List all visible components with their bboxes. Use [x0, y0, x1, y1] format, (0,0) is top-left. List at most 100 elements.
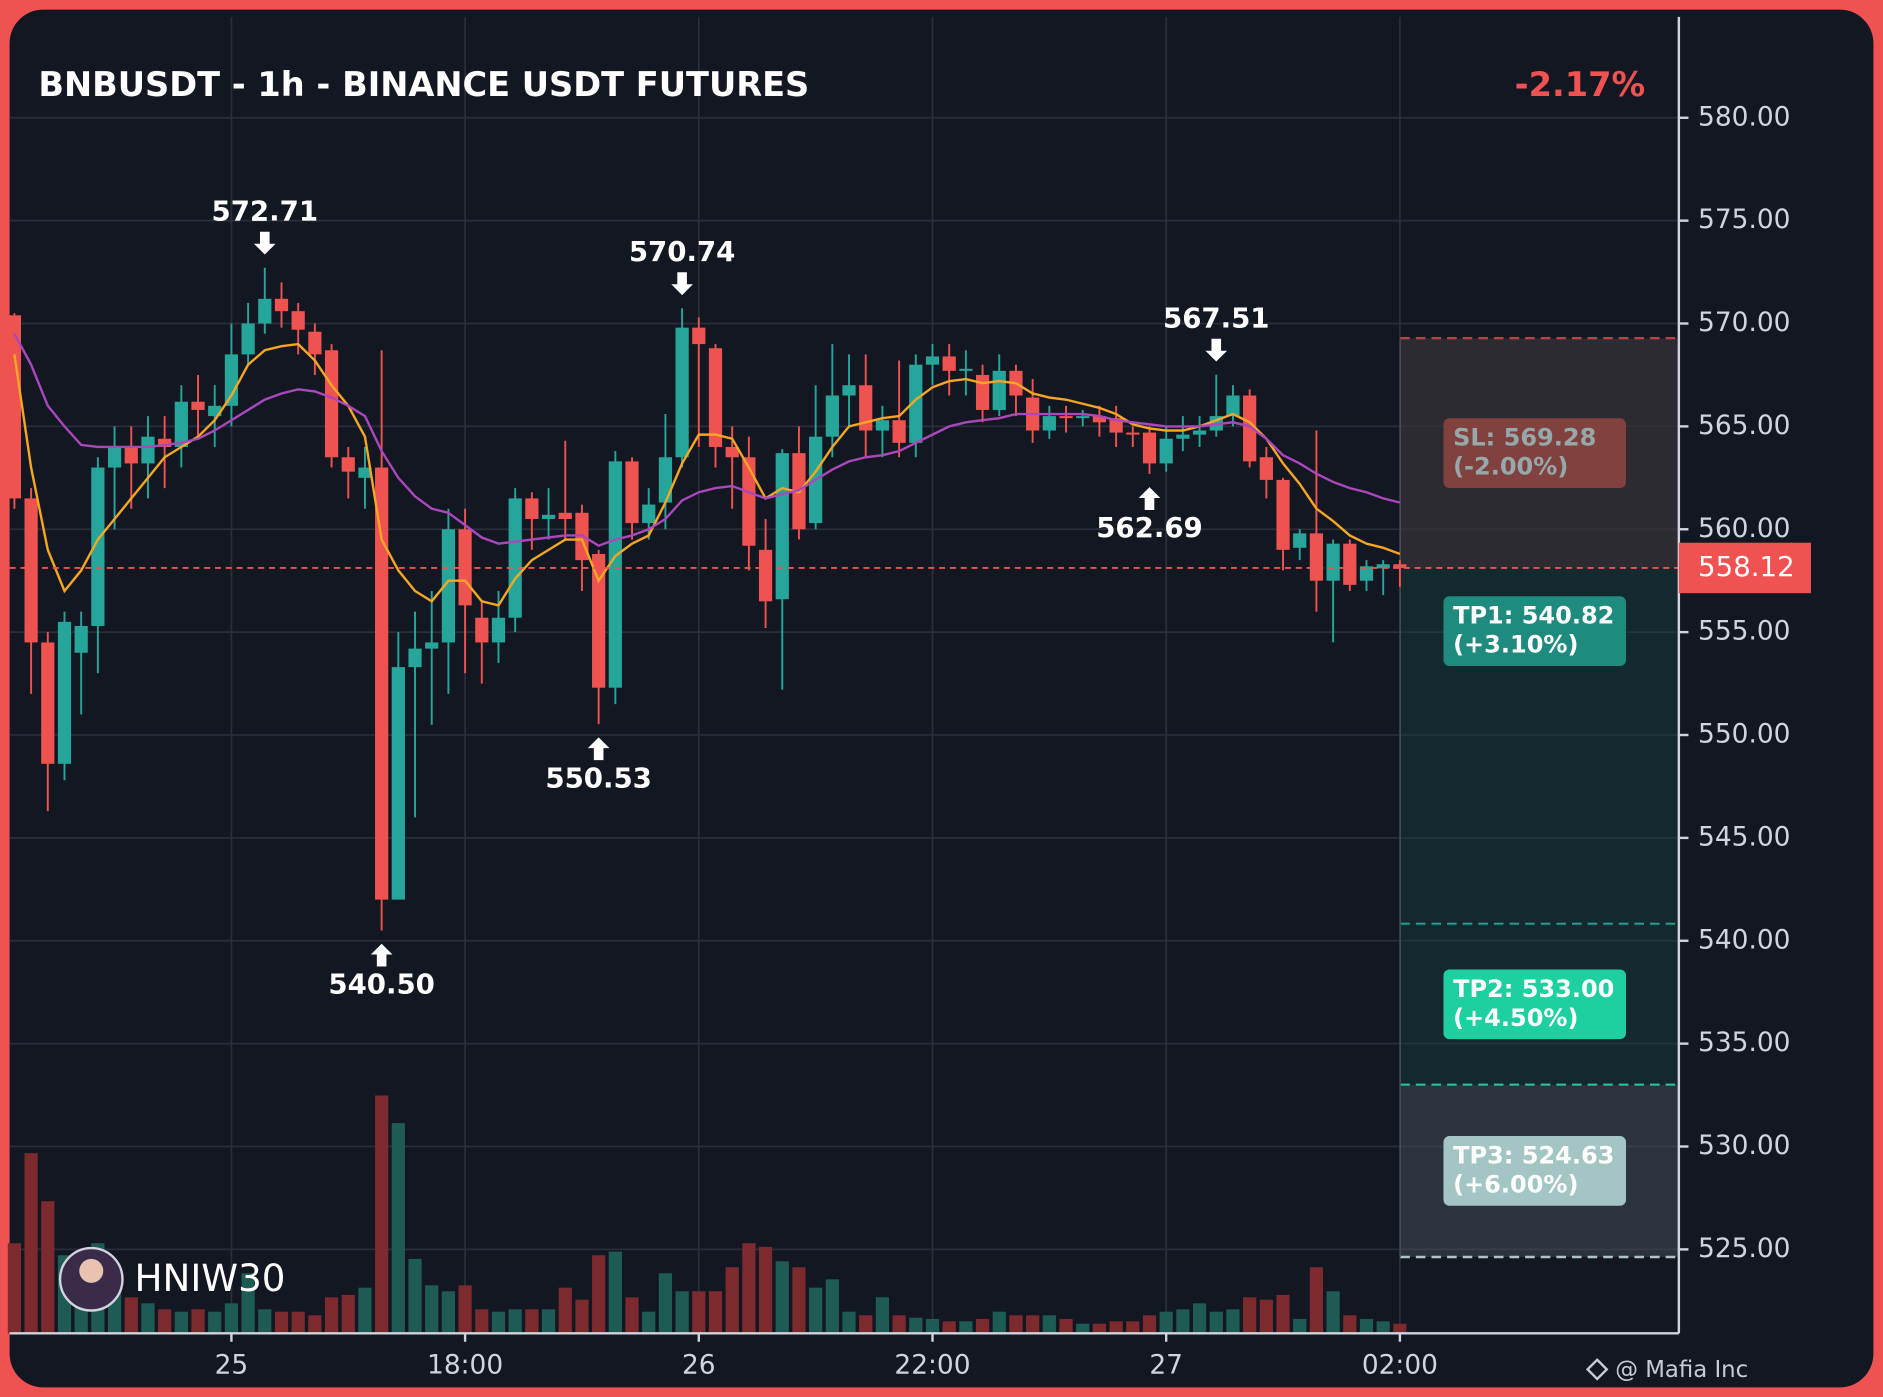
level-label: TP3: 524.63: [1453, 1141, 1614, 1169]
candle-body: [825, 395, 839, 437]
volume-bar: [892, 1315, 906, 1334]
candle-body: [208, 405, 222, 417]
moving-averages: [13, 333, 1401, 607]
volume-bar: [41, 1201, 55, 1334]
level-box: [1443, 1136, 1627, 1206]
trough-label: 562.69: [1096, 511, 1203, 544]
volume-bar: [875, 1297, 890, 1334]
volume-bar: [1042, 1315, 1056, 1334]
volume-bar: [1359, 1318, 1374, 1334]
candle-body: [1192, 430, 1207, 435]
level-label: TP1: 540.82: [1453, 602, 1614, 630]
trough-arrow: [587, 737, 610, 761]
candle-body: [1076, 416, 1090, 419]
candle-body: [241, 323, 255, 355]
candle-body: [41, 642, 55, 764]
volume-bar: [942, 1321, 956, 1334]
candle-body: [708, 348, 723, 447]
volume-bar: [241, 1273, 255, 1334]
author: HNIW30: [58, 1246, 286, 1312]
volume-bar: [124, 1297, 138, 1334]
candle-body: [859, 385, 873, 431]
trough-label: 540.50: [328, 968, 435, 1001]
volume-bar: [558, 1287, 572, 1334]
candle-body: [1176, 434, 1190, 439]
volume-bar: [959, 1321, 973, 1334]
trough-arrow: [370, 943, 393, 967]
volume-bar: [441, 1291, 456, 1334]
volume-bar: [425, 1285, 439, 1334]
candle-body: [1142, 432, 1157, 464]
candle-body: [24, 498, 38, 643]
candle-body: [642, 504, 656, 524]
volume-bar: [525, 1309, 539, 1334]
volume-bar: [1209, 1311, 1223, 1334]
volume-bar: [475, 1309, 489, 1334]
candle-body: [1092, 416, 1107, 423]
level-label: SL: 569.28: [1453, 424, 1596, 452]
level-box: [1443, 596, 1627, 666]
candle-body: [892, 420, 906, 443]
candle-body: [1293, 533, 1307, 548]
x-tick-label: 18:00: [427, 1349, 503, 1380]
peak-label: 570.74: [629, 235, 736, 268]
candle-body: [1159, 438, 1173, 464]
candle-body: [91, 467, 105, 626]
candle-body: [675, 327, 689, 458]
candle-body: [358, 467, 372, 478]
volume-bar: [208, 1311, 222, 1334]
volume-bar: [725, 1267, 739, 1334]
volume-bar: [1376, 1321, 1390, 1334]
volume-bar: [375, 1095, 389, 1334]
candle-body: [141, 436, 155, 464]
candle-body: [1042, 416, 1056, 431]
candle-body: [525, 498, 539, 519]
candle-body: [1343, 543, 1357, 585]
volume-bar: [975, 1318, 990, 1334]
volume-bar: [775, 1261, 789, 1334]
volume-bar: [1243, 1297, 1257, 1334]
annotations: 572.71 570.74 567.51 540.50 550.53 562.69: [9, 195, 1679, 1001]
avatar-face: [79, 1258, 104, 1283]
x-tick-label: 25: [215, 1349, 249, 1380]
y-tick-label: 560.00: [1698, 513, 1790, 544]
y-tick-label: 530.00: [1698, 1130, 1790, 1161]
volume-bar: [842, 1311, 856, 1334]
volume-bar: [358, 1287, 372, 1334]
volume-bar: [1026, 1315, 1040, 1334]
footer-icon: [1585, 1358, 1609, 1381]
volume-bar: [1076, 1323, 1090, 1334]
author-name: HNIW30: [135, 1256, 286, 1300]
candle-body: [158, 438, 172, 447]
candle-body: [1276, 479, 1290, 550]
candle-body: [692, 327, 706, 345]
candle-body: [258, 298, 272, 324]
volume-bar: [825, 1279, 839, 1334]
candle-body: [475, 617, 489, 643]
volume-bar: [625, 1297, 639, 1334]
level-change: (-2.00%): [1453, 453, 1568, 481]
x-tick-label: 27: [1149, 1349, 1183, 1380]
candle-body: [491, 617, 506, 643]
price-change: -2.17%: [1515, 65, 1646, 104]
volume-bar: [224, 1303, 239, 1334]
level-change: (+3.10%): [1453, 631, 1578, 659]
candle-body: [425, 642, 439, 649]
volume-bar: [992, 1311, 1006, 1334]
volume-bar: [191, 1309, 205, 1334]
volume-bar: [859, 1315, 873, 1334]
volume-bar: [675, 1291, 689, 1334]
volume-bar: [274, 1311, 289, 1334]
volume-bar: [1309, 1267, 1324, 1334]
y-tick-label: 535.00: [1698, 1027, 1790, 1058]
volume-bar: [1293, 1318, 1307, 1334]
volume-bar: [658, 1273, 673, 1334]
level-change: (+6.00%): [1453, 1170, 1578, 1198]
footer: @ Mafia Inc: [1615, 1357, 1748, 1383]
volume-bar: [1176, 1309, 1190, 1334]
trough-label: 550.53: [545, 761, 652, 794]
volume-bar: [1126, 1321, 1140, 1334]
peak-arrow: [253, 231, 276, 255]
candle-body: [942, 356, 956, 371]
